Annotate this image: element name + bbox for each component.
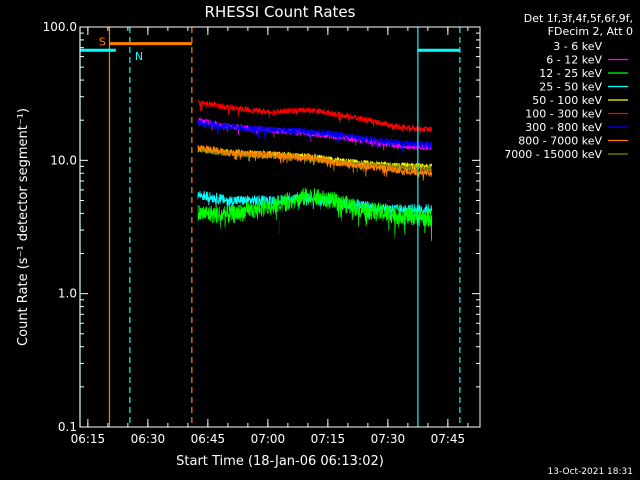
- y-tick-label: 10.0: [50, 153, 77, 167]
- x-axis: 06:15 06:30 06:45 07:00 07:15 07:30 07:45: [71, 27, 469, 446]
- x-tick-label: 06:45: [191, 432, 226, 446]
- legend-label: 3 - 6 keV: [553, 40, 602, 53]
- legend-label: 100 - 300 keV: [525, 108, 602, 121]
- legend-label: 800 - 7000 keV: [518, 135, 602, 148]
- series-line: [197, 145, 433, 181]
- x-tick-label: 06:15: [71, 432, 106, 446]
- legend-label: 50 - 100 keV: [532, 94, 602, 107]
- series-line: [197, 200, 433, 292]
- series-line: [197, 190, 433, 222]
- plot-area: [197, 99, 433, 292]
- x-tick-label: 07:15: [311, 432, 346, 446]
- night-label: N: [135, 50, 143, 63]
- x-tick-label: 07:30: [371, 432, 406, 446]
- x-axis-label: Start Time (18-Jan-06 06:13:02): [176, 454, 384, 469]
- saa-label: S: [99, 36, 106, 49]
- y-tick-label: 100.0: [43, 20, 77, 34]
- legend-label: 25 - 50 keV: [539, 81, 602, 94]
- legend: Det 1f,3f,4f,5f,6f,9f,FDecim 2, Att 0 3 -…: [504, 12, 633, 161]
- legend-header: FDecim 2, Att 0: [548, 25, 633, 38]
- x-tick-label: 06:30: [131, 432, 166, 446]
- y-tick-label: 0.1: [58, 420, 77, 434]
- chart-title: RHESSI Count Rates: [205, 3, 356, 21]
- x-tick-label: 07:45: [431, 432, 466, 446]
- legend-label: 7000 - 15000 keV: [504, 148, 602, 161]
- plot-frame: [79, 26, 481, 428]
- marker-lines: SN: [79, 27, 461, 427]
- footer-timestamp: 13-Oct-2021 18:31: [548, 467, 633, 477]
- y-axis: 0.1 1.0 10.0 100.0: [43, 20, 480, 434]
- x-tick-label: 07:00: [251, 432, 286, 446]
- legend-label: 6 - 12 keV: [546, 54, 602, 67]
- y-axis-label: Count Rate (s⁻¹ detector segment⁻¹): [16, 108, 31, 346]
- series-line: [197, 99, 433, 134]
- series-line: [197, 119, 433, 153]
- legend-header: Det 1f,3f,4f,5f,6f,9f,: [524, 12, 633, 25]
- y-tick-label: 1.0: [58, 287, 77, 301]
- legend-label: 300 - 800 keV: [525, 121, 602, 134]
- series-line: [197, 187, 433, 243]
- legend-label: 12 - 25 keV: [539, 67, 602, 80]
